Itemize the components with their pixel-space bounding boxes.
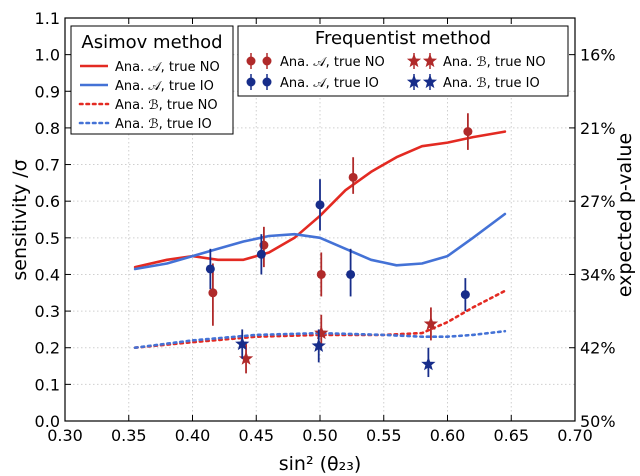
y-tick-label: 0.6 xyxy=(35,192,60,211)
legend-swatch xyxy=(406,74,422,89)
data-point xyxy=(235,336,250,351)
x-tick-label: 0.35 xyxy=(111,426,147,445)
data-point xyxy=(463,127,473,137)
data-point xyxy=(256,249,266,259)
x-tick-label: 0.40 xyxy=(175,426,211,445)
x-tick-label: 0.45 xyxy=(238,426,274,445)
y2-tick-label: 34% xyxy=(580,265,616,284)
y-tick-label: 0.9 xyxy=(35,82,60,101)
data-point xyxy=(423,316,439,330)
legend-swatch xyxy=(262,77,272,87)
data-point xyxy=(346,269,356,279)
legend-label: Ana. 𝒜, true NO xyxy=(280,55,385,70)
x-tick-label: 0.55 xyxy=(366,426,402,445)
legend-swatch xyxy=(406,53,422,68)
ticks-layer: 0.30 0.35 0.40 0.45 0.50 0.55 0.60 0.65 0.70 0.0 0… xyxy=(35,9,616,445)
y-axis-label: sensitivity /σ xyxy=(9,159,31,280)
y-tick-label: 0.0 xyxy=(35,412,60,431)
data-point xyxy=(205,264,215,274)
data-point xyxy=(316,269,326,279)
x-axis-label: sin² (θ₂₃) xyxy=(279,453,362,475)
legend-swatch xyxy=(262,56,272,66)
data-point xyxy=(460,290,470,300)
legend-swatch xyxy=(246,77,256,87)
legend-swatch xyxy=(246,56,256,66)
legend-label: Ana. ℬ, true IO xyxy=(443,76,540,91)
data-point xyxy=(311,338,326,352)
series-line xyxy=(133,329,507,349)
y2-tick-label: 50% xyxy=(580,412,616,431)
x-tick-label: 0.30 xyxy=(47,426,83,445)
series-line xyxy=(133,212,507,271)
legend-title: Asimov method xyxy=(81,32,222,53)
legend-swatch xyxy=(422,74,438,89)
legend-label: Ana. ℬ, true IO xyxy=(115,117,212,132)
y-tick-label: 0.2 xyxy=(35,339,60,358)
data-point xyxy=(421,356,436,371)
y-tick-label: 0.7 xyxy=(35,156,60,175)
y-tick-label: 0.4 xyxy=(35,265,60,284)
frequentist-legend-box xyxy=(237,25,569,97)
x-tick-label: 0.50 xyxy=(302,426,338,445)
data-point xyxy=(238,351,254,365)
data-point xyxy=(348,172,358,182)
y2-tick-label: 42% xyxy=(580,339,616,358)
asimov-legend-box xyxy=(70,25,234,135)
x-tick-label: 0.65 xyxy=(493,426,529,445)
y2-axis-label: expected p-value xyxy=(614,133,636,297)
legend-title: Frequentist method xyxy=(315,28,491,49)
y-tick-label: 1.1 xyxy=(35,9,60,28)
y2-tick-label: 27% xyxy=(580,192,616,211)
points-layer xyxy=(205,113,473,378)
data-point xyxy=(315,200,325,210)
legend-layer: Asimov method Ana. 𝒜, true NO Ana. 𝒜, true… xyxy=(78,28,546,132)
legend-label: Ana. 𝒜, true NO xyxy=(115,60,220,75)
data-point xyxy=(208,288,218,298)
y-tick-label: 0.3 xyxy=(35,302,60,321)
data-point xyxy=(314,325,329,340)
legend-label: Ana. ℬ, true NO xyxy=(443,55,546,70)
legend-swatch xyxy=(422,53,438,68)
series-layer xyxy=(133,130,507,349)
legend-label: Ana. 𝒜, true IO xyxy=(280,76,379,91)
y2-tick-label: 16% xyxy=(580,46,616,65)
y2-tick-label: 21% xyxy=(580,119,616,138)
y-tick-label: 1.0 xyxy=(35,46,60,65)
x-tick-label: 0.60 xyxy=(430,426,466,445)
y-tick-label: 0.8 xyxy=(35,119,60,138)
legend-label: Ana. ℬ, true NO xyxy=(115,98,218,113)
y-tick-label: 0.5 xyxy=(35,229,60,248)
x-tick-label: 0.70 xyxy=(557,426,593,445)
legend-label: Ana. 𝒜, true IO xyxy=(115,79,214,94)
y-tick-label: 0.1 xyxy=(35,375,60,394)
